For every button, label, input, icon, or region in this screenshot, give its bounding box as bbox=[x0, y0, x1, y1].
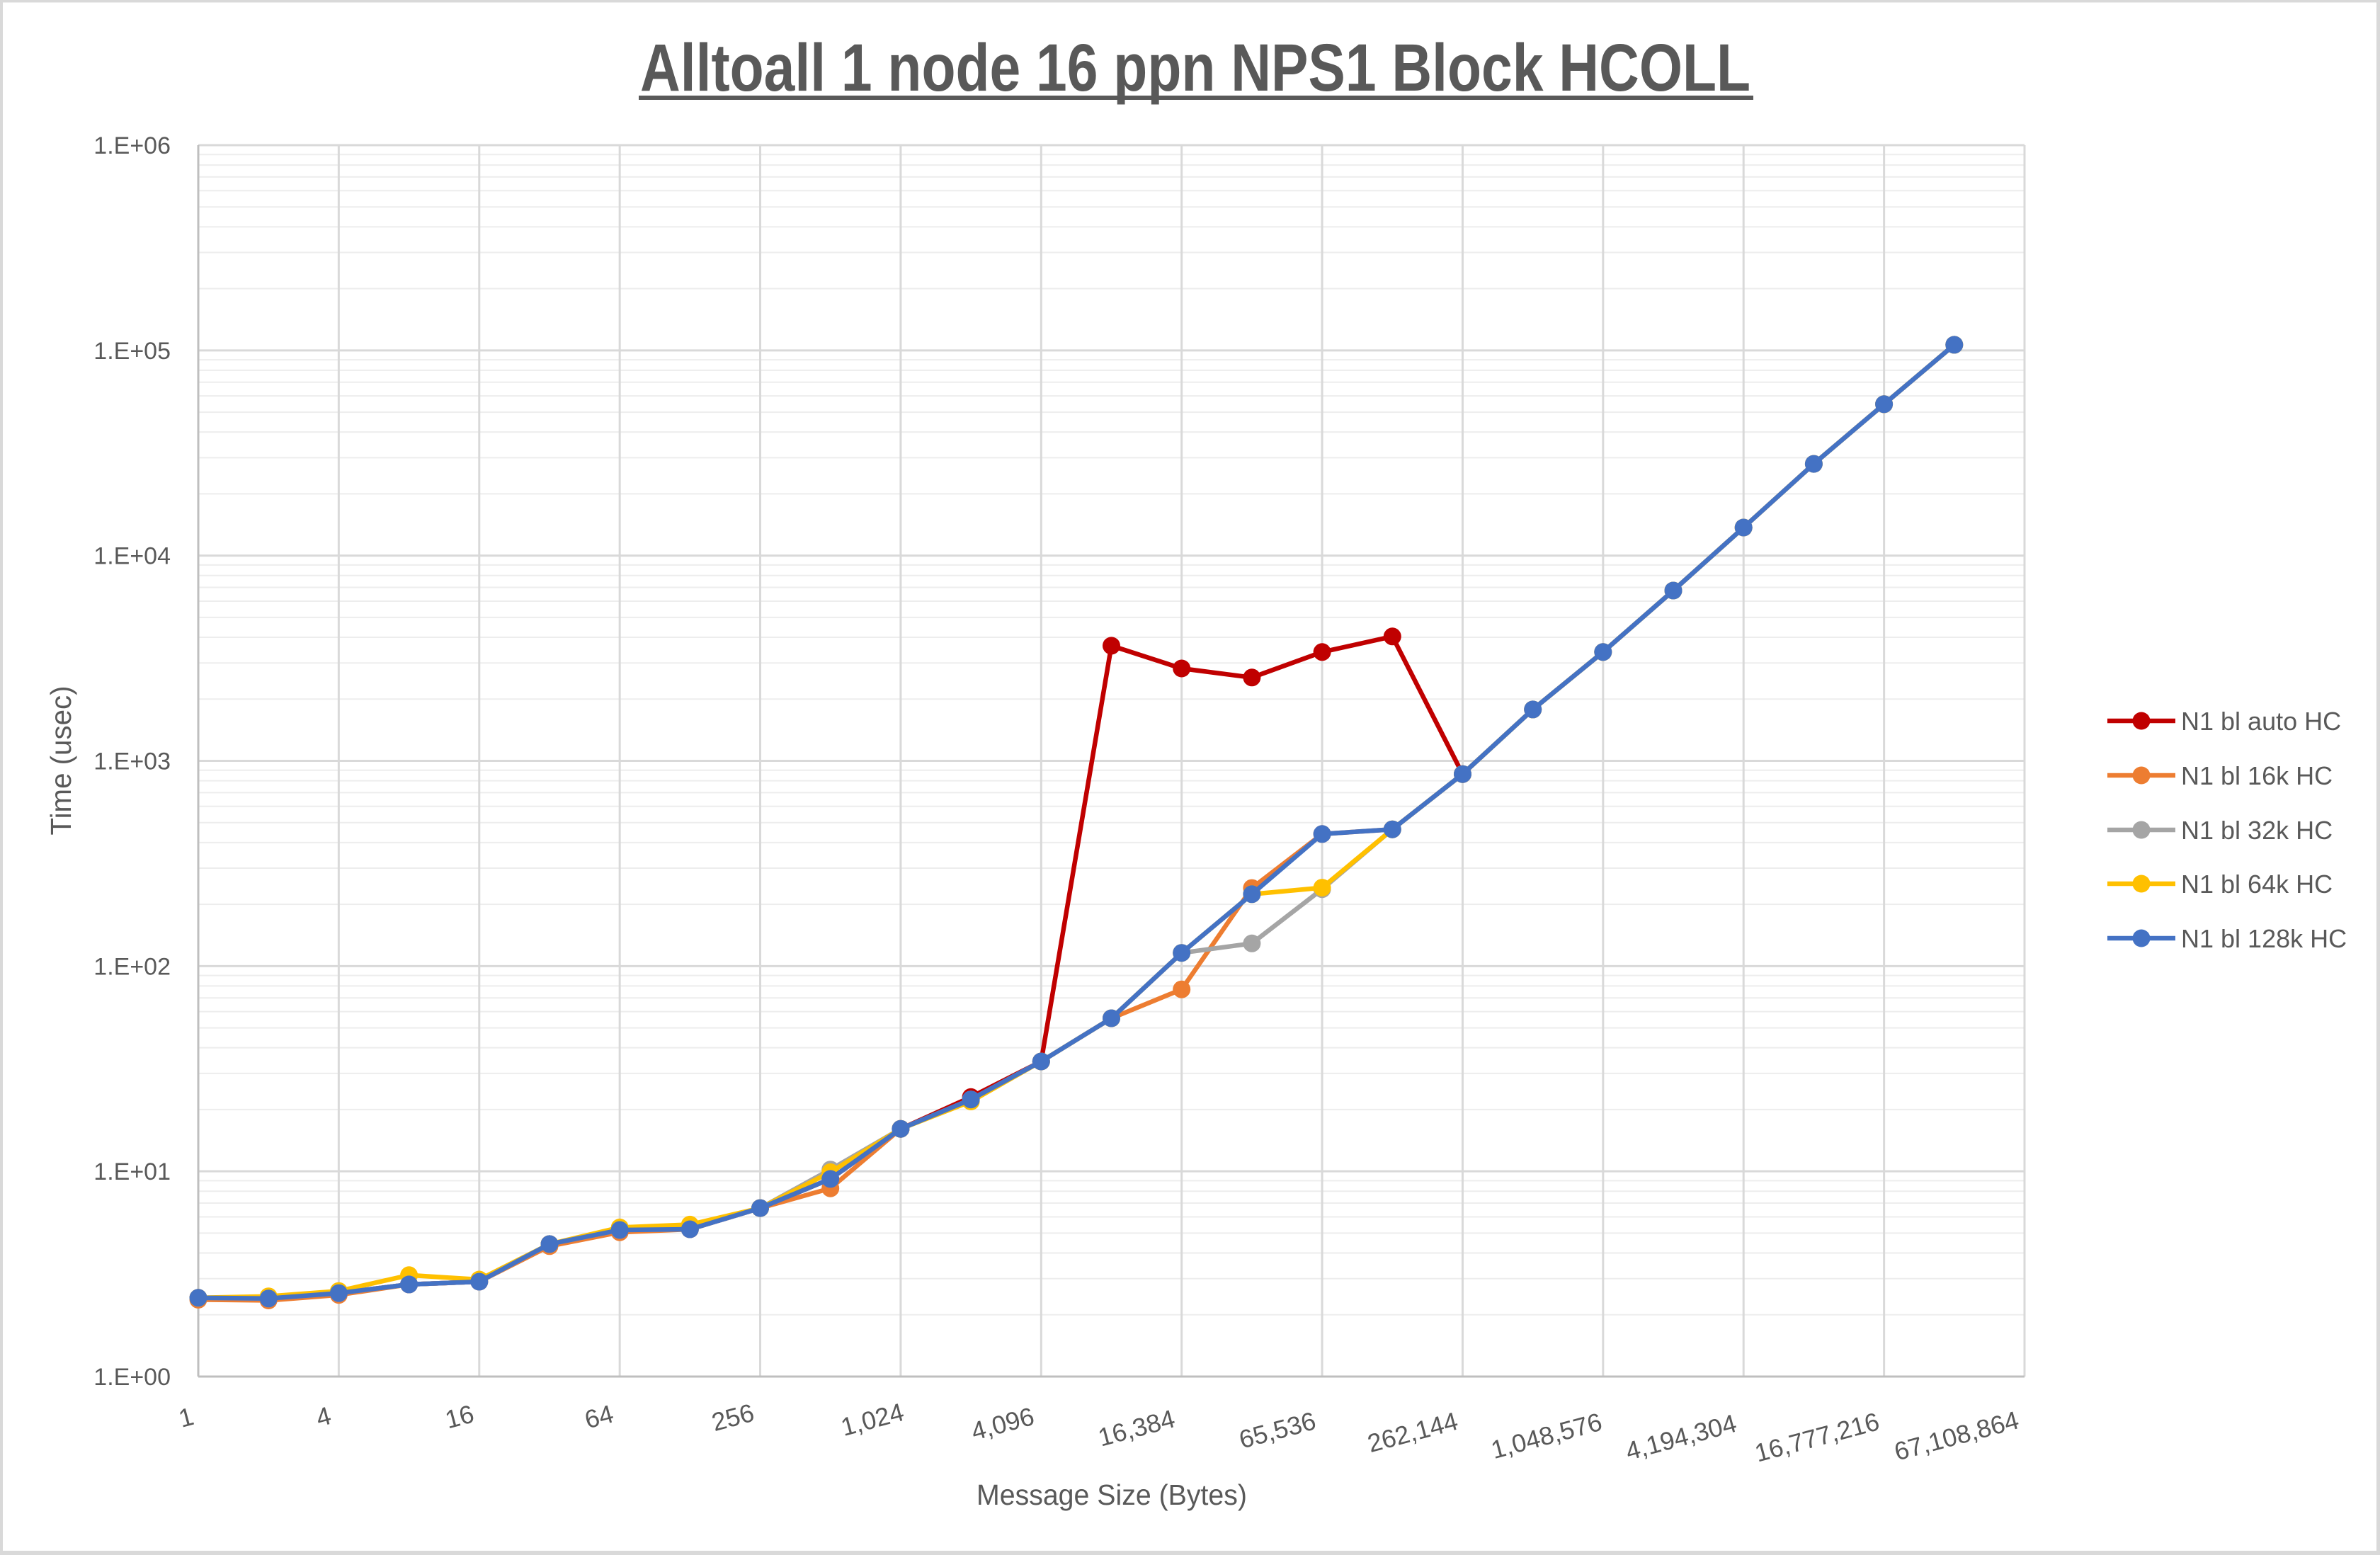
svg-text:1.E+06: 1.E+06 bbox=[93, 132, 171, 159]
svg-text:1.E+05: 1.E+05 bbox=[93, 338, 171, 365]
svg-text:N1 bl 128k HC: N1 bl 128k HC bbox=[2181, 924, 2347, 953]
svg-text:N1 bl 64k HC: N1 bl 64k HC bbox=[2181, 870, 2333, 899]
svg-text:Time (usec): Time (usec) bbox=[45, 686, 77, 836]
svg-text:1.E+04: 1.E+04 bbox=[93, 543, 171, 570]
svg-text:1.E+01: 1.E+01 bbox=[93, 1158, 171, 1185]
svg-text:1.E+00: 1.E+00 bbox=[93, 1364, 171, 1391]
svg-text:N1 bl 32k HC: N1 bl 32k HC bbox=[2181, 816, 2333, 845]
svg-text:N1 bl 16k HC: N1 bl 16k HC bbox=[2181, 761, 2333, 790]
svg-text:1.E+02: 1.E+02 bbox=[93, 953, 171, 980]
svg-text:Alltoall 1 node 16 ppn NPS1 Bl: Alltoall 1 node 16 ppn NPS1 Block HCOLL bbox=[640, 30, 1750, 106]
svg-text:Message Size (Bytes): Message Size (Bytes) bbox=[977, 1479, 1247, 1511]
svg-text:1.E+03: 1.E+03 bbox=[93, 748, 171, 775]
svg-text:N1 bl auto HC: N1 bl auto HC bbox=[2181, 707, 2341, 736]
